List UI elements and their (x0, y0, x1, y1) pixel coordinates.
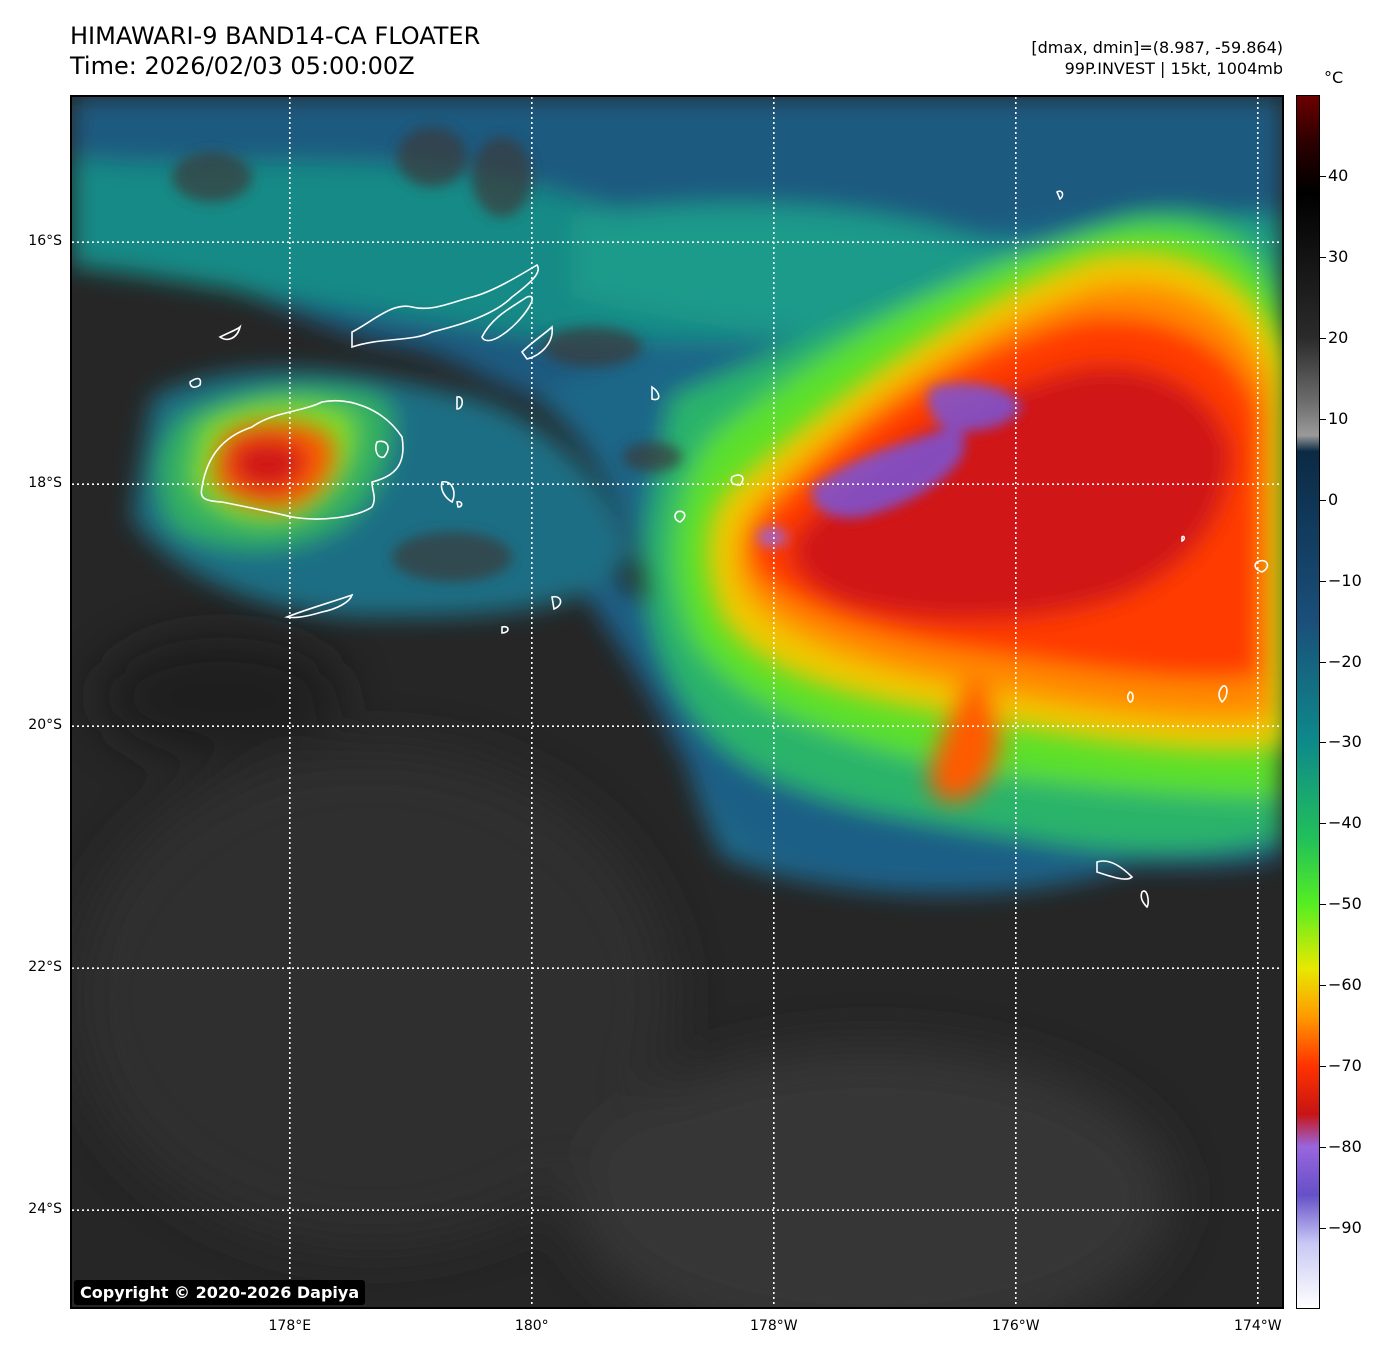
colorbar-tick (1320, 337, 1326, 339)
colorbar-tick (1320, 1228, 1326, 1230)
colorbar-tick (1320, 823, 1326, 825)
latitude-label: 24°S (28, 1201, 62, 1218)
colorbar-tick-label: 0 (1328, 489, 1339, 509)
map-gridlines (72, 97, 1282, 1307)
colorbar-tick-label: 10 (1328, 408, 1349, 428)
satellite-map: Copyright © 2020-2026 Dapiya (70, 95, 1284, 1309)
colorbar-tick (1320, 985, 1326, 987)
colorbar-tick-label: −90 (1328, 1218, 1362, 1238)
colorbar-tick (1320, 1066, 1326, 1068)
colorbar-unit: °C (1324, 68, 1344, 87)
latitude-label: 18°S (28, 475, 62, 492)
colorbar-tick-label: −10 (1328, 570, 1362, 590)
colorbar-tick (1320, 175, 1326, 177)
colorbar-tick (1320, 256, 1326, 258)
colorbar-tick (1320, 418, 1326, 420)
chart-title: HIMAWARI-9 BAND14-CA FLOATER (70, 22, 481, 50)
colorbar-tick-label: −30 (1328, 732, 1362, 752)
colorbar-tick (1320, 1147, 1326, 1149)
longitude-label: 174°W (1234, 1318, 1282, 1334)
longitude-label: 180° (514, 1318, 549, 1334)
longitude-label: 176°W (992, 1318, 1040, 1334)
satellite-image-layer (72, 97, 1282, 1307)
colorbar-tick (1320, 499, 1326, 501)
colorbar-tick-label: −20 (1328, 651, 1362, 671)
colorbar-tick-label: 20 (1328, 327, 1349, 347)
colorbar-tick (1320, 661, 1326, 663)
latitude-label: 20°S (28, 717, 62, 734)
data-range-text: [dmax, dmin]=(8.987, -59.864) (1031, 38, 1283, 57)
chart-time: Time: 2026/02/03 05:00:00Z (70, 52, 415, 80)
colorbar-tick (1320, 904, 1326, 906)
colorbar-tick-label: −50 (1328, 894, 1362, 914)
colorbar-tick-label: 40 (1328, 165, 1349, 185)
latitude-label: 22°S (28, 959, 62, 976)
colorbar-tick-label: −70 (1328, 1056, 1362, 1076)
colorbar-tick (1320, 742, 1326, 744)
colorbar-tick (1320, 580, 1326, 582)
colorbar-tick-label: 30 (1328, 246, 1349, 266)
colorbar-tick-label: −60 (1328, 975, 1362, 995)
colorbar-tick-label: −80 (1328, 1137, 1362, 1157)
coastlines (189, 190, 1269, 909)
storm-info-text: 99P.INVEST | 15kt, 1004mb (1064, 59, 1283, 78)
colorbar (1296, 95, 1320, 1309)
latitude-label: 16°S (28, 233, 62, 250)
copyright-label: Copyright © 2020-2026 Dapiya (74, 1280, 366, 1305)
longitude-label: 178°W (750, 1318, 798, 1334)
longitude-label: 178°E (268, 1318, 312, 1334)
colorbar-tick-label: −40 (1328, 813, 1362, 833)
